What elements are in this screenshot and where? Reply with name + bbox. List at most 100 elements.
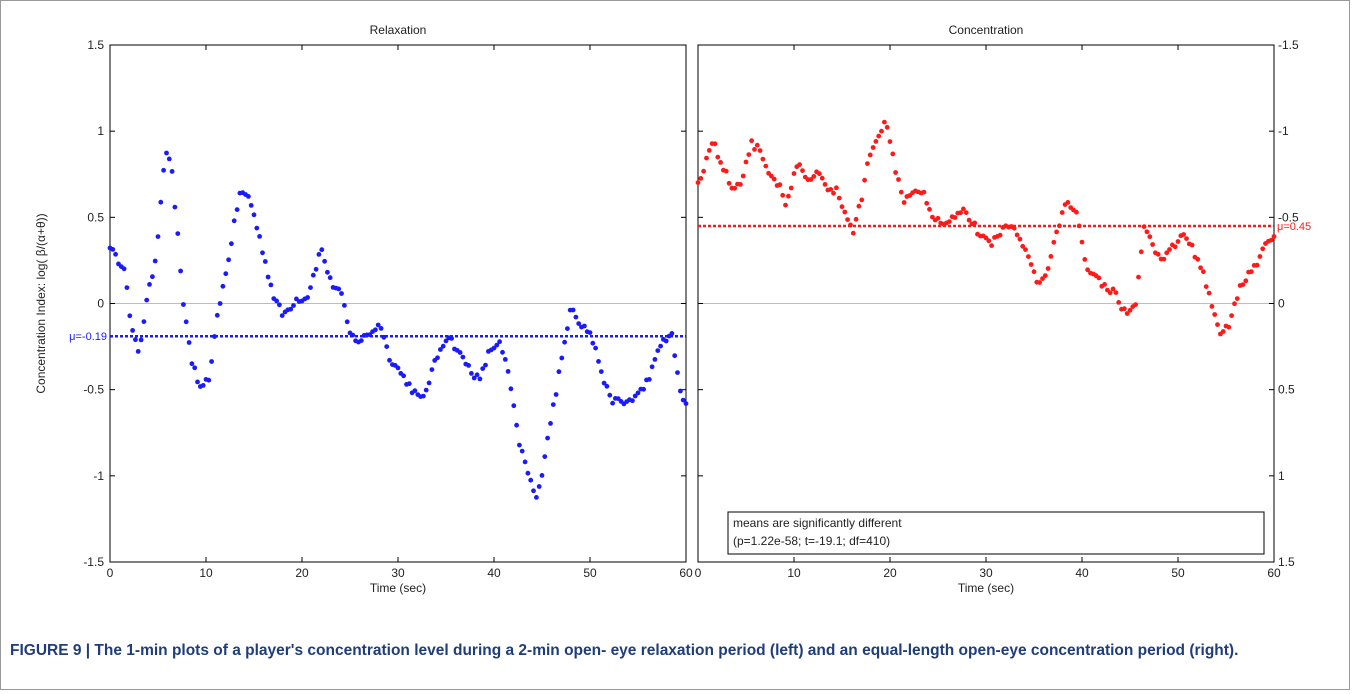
relaxation-data-point	[545, 435, 550, 441]
relaxation-data-point	[395, 365, 401, 371]
concentration-data-point	[839, 204, 845, 210]
relaxation-data-point	[632, 393, 638, 399]
relaxation-y-tick-label: 0.5	[87, 210, 104, 224]
relaxation-data-point	[576, 321, 582, 326]
concentration-data-point	[783, 202, 788, 208]
concentration-data-point	[1102, 282, 1107, 287]
chart-panel-concentration: Concentration 0 10 20 30 40 50 601.5 1 0.5 0 -0.5 -1…	[695, 23, 1312, 595]
concentration-data-point	[831, 190, 836, 196]
concentration-data-point	[763, 163, 769, 169]
concentration-data-point	[1042, 273, 1048, 278]
relaxation-data-point	[683, 401, 689, 406]
concentration-data-point	[1023, 247, 1028, 253]
concentration-data-point	[1096, 275, 1102, 281]
significance-line-1: means are significantly different	[733, 516, 902, 530]
relaxation-data-point	[406, 381, 412, 387]
relaxation-data-point	[435, 355, 440, 361]
concentration-data-point	[811, 174, 817, 179]
concentration-data-point	[1031, 269, 1037, 275]
concentration-data-point	[1020, 243, 1026, 249]
relaxation-data-point	[262, 259, 268, 264]
relaxation-data-point	[279, 313, 285, 318]
relaxation-data-point	[412, 388, 418, 394]
concentration-data-point	[1113, 290, 1119, 295]
relaxation-data-point	[610, 400, 615, 406]
relaxation-data-point	[573, 314, 579, 320]
concentration-data-point	[836, 195, 842, 201]
concentration-data-point	[1164, 250, 1170, 256]
concentration-data-point	[842, 209, 848, 215]
concentration-data-point	[712, 141, 718, 147]
concentration-y-tick-label: 1	[1278, 469, 1285, 483]
relaxation-data-point	[655, 348, 661, 353]
relaxation-data-point	[138, 337, 144, 343]
concentration-data-point	[862, 177, 867, 183]
relaxation-data-point	[491, 345, 497, 351]
relaxation-data-point	[565, 326, 570, 331]
concentration-data-point	[760, 156, 766, 162]
relaxation-data-point	[164, 150, 169, 156]
relaxation-y-tick-label: -0.5	[83, 383, 104, 397]
concentration-data-point	[890, 151, 896, 157]
relaxation-data-point	[229, 241, 234, 247]
concentration-data-point	[780, 192, 786, 198]
concentration-data-point	[952, 215, 958, 220]
relaxation-data-point	[598, 369, 604, 374]
concentration-data-point	[746, 152, 752, 158]
relaxation-data-point	[536, 484, 542, 489]
concentration-data-point	[1065, 200, 1071, 205]
relaxation-data-point	[254, 225, 260, 231]
concentration-y-tick-label: 1.5	[1278, 555, 1295, 569]
concentration-data-point	[726, 180, 732, 186]
chart-panel-relaxation: Relaxation 0 10 20 30 40 50 60 -1.5 -1 -0.5 0 0.5 1 1.…	[34, 23, 693, 595]
concentration-data-point	[834, 185, 839, 191]
concentration-data-point	[1048, 254, 1054, 259]
concentration-data-point	[927, 206, 932, 212]
relaxation-data-point	[141, 319, 147, 324]
concentration-data-point	[1195, 256, 1201, 262]
relaxation-data-point	[166, 156, 172, 162]
relaxation-x-tick-label: 0	[107, 566, 114, 580]
concentration-data-point	[797, 162, 802, 168]
relaxation-data-point	[553, 392, 559, 397]
concentration-data-point	[859, 197, 865, 203]
relaxation-data-point	[672, 353, 678, 359]
relaxation-data-point	[630, 398, 635, 404]
relaxation-data-point	[483, 362, 488, 368]
relaxation-data-point	[133, 337, 138, 343]
relaxation-y-tick-label: 1	[97, 124, 104, 138]
relaxation-data-point	[604, 383, 610, 389]
relaxation-data-point	[460, 354, 466, 360]
relaxation-data-point	[358, 338, 364, 343]
relaxation-data-point	[421, 393, 426, 399]
relaxation-data-point	[183, 319, 189, 325]
concentration-data-point	[1150, 242, 1155, 247]
relaxation-data-point	[539, 473, 545, 478]
relaxation-data-point	[646, 377, 652, 382]
relaxation-data-point	[680, 397, 686, 403]
concentration-data-point	[989, 243, 994, 249]
relaxation-data-point	[257, 234, 262, 239]
concentration-data-point	[961, 206, 966, 212]
concentration-mean-label: μ=0.45	[1277, 221, 1311, 233]
concentration-data-point	[788, 185, 794, 191]
concentration-data-point	[1051, 239, 1057, 245]
relaxation-data-point	[678, 388, 683, 394]
concentration-data-point	[1037, 280, 1042, 285]
concentration-data-point	[808, 177, 814, 182]
relaxation-data-point	[556, 369, 562, 375]
relaxation-data-point	[209, 359, 215, 364]
relaxation-data-point	[590, 340, 596, 346]
concentration-x-tick-label: 20	[883, 566, 897, 580]
relaxation-data-point	[181, 302, 186, 307]
concentration-data-point	[698, 176, 704, 181]
concentration-data-point	[791, 171, 797, 176]
concentration-data-point	[963, 210, 969, 216]
relaxation-data-point	[313, 266, 319, 272]
concentration-data-point	[1271, 234, 1277, 239]
concentration-data-point	[749, 138, 754, 144]
relaxation-data-point	[641, 386, 646, 392]
relaxation-data-point	[155, 234, 161, 240]
concentration-y-tick-label: 0.5	[1278, 383, 1295, 397]
